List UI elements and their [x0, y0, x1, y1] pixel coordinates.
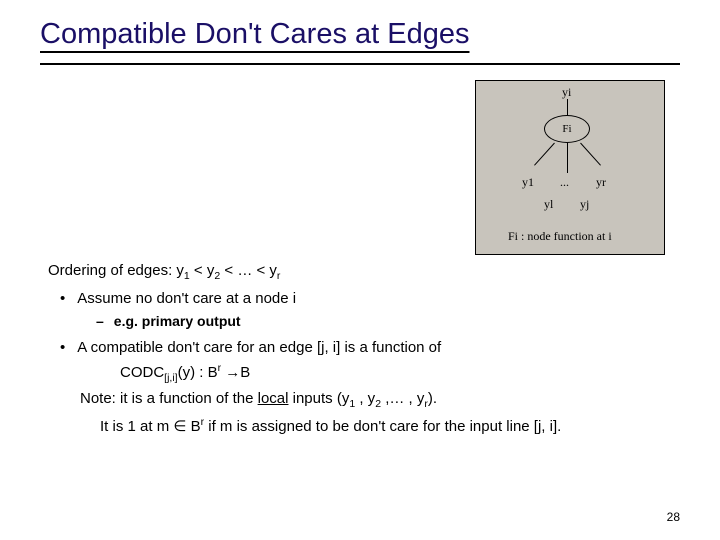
page-number: 28 — [667, 510, 680, 524]
sub-r: r — [277, 270, 281, 282]
note-mid2: ,… , y — [381, 390, 424, 407]
edge-left — [534, 143, 555, 166]
note-prefix: Note: it is a function of the — [80, 390, 258, 407]
compat-bullet: • A compatible don't care for an edge [j… — [60, 339, 675, 356]
label-yj: yj — [580, 197, 589, 212]
label-yi: yi — [562, 85, 571, 100]
eg-sub-bullet: – e.g. primary output — [96, 313, 675, 329]
label-y1: y1 — [522, 175, 534, 190]
label-yr: yr — [596, 175, 606, 190]
codc-sub: [j,i] — [164, 372, 177, 384]
ord-mid2: < … < y — [220, 262, 277, 279]
note-end: ). — [428, 390, 437, 407]
diagram-caption: Fi : node function at i — [508, 229, 612, 244]
bullet-dot-icon: • — [60, 290, 65, 307]
node-diagram: yi Fi y1 ... yr yl yj Fi : node function… — [475, 80, 665, 255]
title-underline — [40, 63, 680, 65]
codc-label: CODC — [120, 364, 164, 381]
edge-mid — [567, 143, 568, 173]
ord-mid1: < y — [190, 262, 215, 279]
ordering-text: Ordering of edges: y — [48, 262, 184, 279]
edge-top — [567, 99, 568, 115]
slide-title: Compatible Don't Cares at Edges — [40, 18, 680, 51]
note-suffix: inputs (y — [288, 390, 349, 407]
label-dots: ... — [560, 175, 569, 190]
assume-text: Assume no don't care at a node i — [77, 290, 296, 307]
note-underline: local — [258, 390, 289, 407]
final-rest: if m is assigned to be don't care for th… — [204, 418, 561, 435]
bullet-dot-icon: • — [60, 339, 65, 356]
compat-text: A compatible don't care for an edge [j, … — [77, 339, 441, 356]
codc-arrow: →B — [221, 364, 250, 381]
body-content: Ordering of edges: y1 < y2 < … < yr • As… — [48, 262, 675, 441]
ordering-line: Ordering of edges: y1 < y2 < … < yr — [48, 262, 675, 282]
note-line: Note: it is a function of the local inpu… — [80, 390, 675, 410]
edge-right — [580, 143, 601, 166]
node-fi: Fi — [544, 115, 590, 143]
label-yl: yl — [544, 197, 553, 212]
final-line: It is 1 at m ∈ Br if m is assigned to be… — [100, 416, 675, 435]
note-mid1: , y — [355, 390, 375, 407]
eg-text: e.g. primary output — [114, 313, 241, 329]
assume-bullet: • Assume no don't care at a node i — [60, 290, 675, 307]
dash-icon: – — [96, 313, 104, 329]
final-prefix: It is 1 at m ∈ B — [100, 418, 201, 435]
codc-expr: CODC[j,i](y) : Br →B — [120, 362, 675, 384]
codc-arg: (y) : B — [178, 364, 218, 381]
